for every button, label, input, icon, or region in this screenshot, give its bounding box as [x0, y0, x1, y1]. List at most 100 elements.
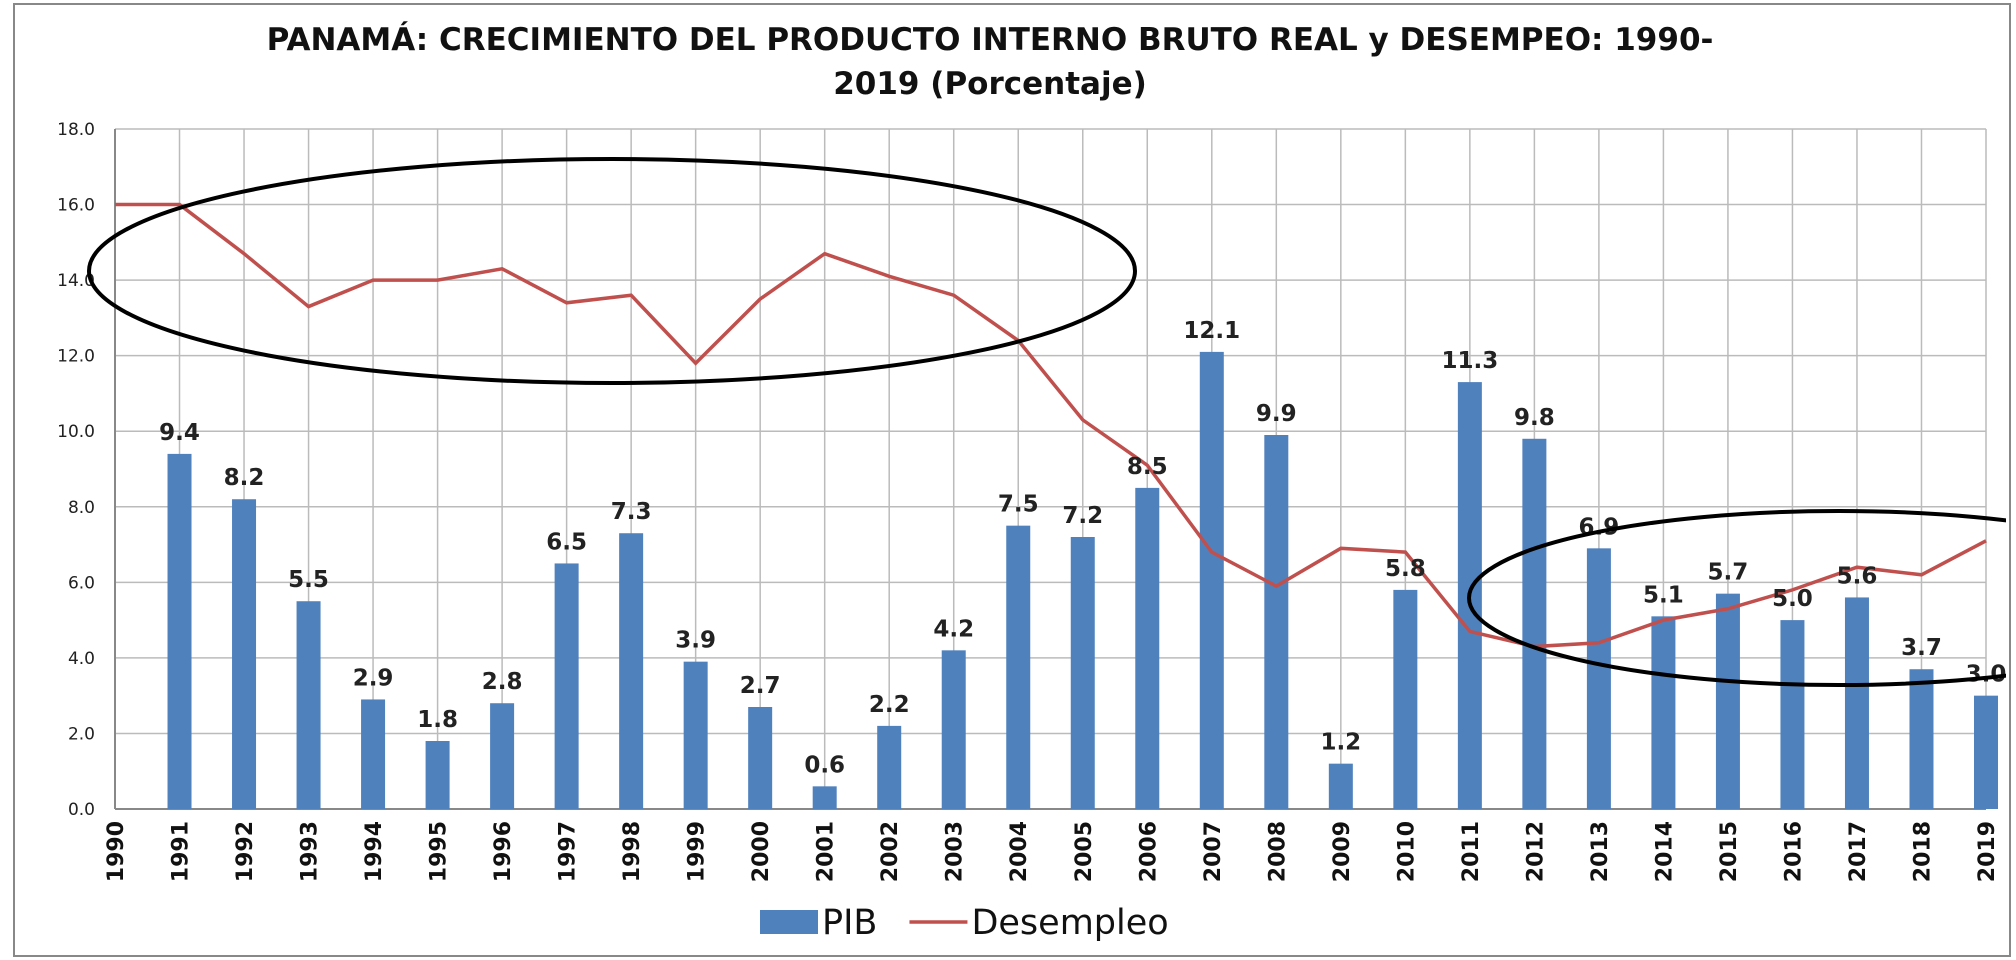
bar: [1328, 763, 1353, 809]
data-label: 5.7: [1708, 560, 1749, 586]
x-tick-label: 1995: [427, 821, 452, 882]
data-label: 4.2: [933, 616, 974, 642]
x-tick-label: 1993: [298, 821, 323, 882]
chart-title: PANAMÁ: CRECIMIENTO DEL PRODUCTO INTERNO…: [266, 22, 1714, 102]
bar: [1070, 537, 1095, 809]
data-label: 3.7: [1901, 635, 1942, 661]
data-label: 2.8: [482, 669, 523, 695]
x-tick-label: 2000: [749, 821, 774, 882]
x-tick-label: 2015: [1717, 821, 1742, 882]
y-tick-label: 10.0: [57, 422, 95, 442]
bar: [683, 661, 708, 809]
y-tick-label: 8.0: [68, 498, 95, 518]
annotations: [87, 157, 2006, 687]
data-label: 1.8: [417, 707, 458, 733]
x-tick-label: 1999: [685, 821, 710, 882]
bar: [1974, 695, 1998, 809]
y-tick-label: 14.0: [57, 271, 95, 291]
bar: [1135, 487, 1160, 809]
x-tick-label: 2018: [1910, 821, 1935, 882]
x-tick-label: 2017: [1846, 821, 1871, 882]
y-tick-label: 2.0: [68, 724, 95, 744]
x-tick-label: 1994: [362, 821, 387, 882]
bar: [812, 786, 837, 809]
bar: [554, 563, 579, 809]
data-label: 5.1: [1643, 582, 1684, 608]
bar: [1844, 597, 1869, 809]
bar: [1199, 351, 1224, 809]
bar: [877, 725, 902, 809]
bar: [1586, 548, 1611, 809]
x-tick-label: 2013: [1588, 821, 1613, 882]
bar: [296, 601, 321, 809]
data-label: 9.9: [1256, 401, 1297, 427]
data-label: 1.2: [1320, 730, 1361, 756]
x-tick-label: 2001: [814, 821, 839, 882]
bar: [1651, 616, 1676, 809]
x-tick-label: 2006: [1136, 821, 1161, 882]
x-tick-label: 1998: [620, 821, 645, 882]
x-tick-label: 2005: [1072, 821, 1097, 882]
line: [115, 202, 1987, 649]
legend-label: PIB: [822, 903, 877, 943]
data-label: 7.3: [611, 499, 652, 525]
x-tick-label: 2014: [1652, 821, 1677, 882]
x-tick-label: 2016: [1781, 821, 1806, 882]
annotation-ellipse: [1467, 509, 2006, 687]
x-tick-label: 2019: [1975, 821, 2000, 882]
data-label: 8.5: [1127, 454, 1168, 480]
data-label: 8.2: [224, 465, 265, 491]
y-tick-label: 6.0: [68, 573, 95, 593]
data-label: 5.5: [288, 567, 329, 593]
data-label: 9.4: [159, 420, 200, 446]
labels: 0.0 2.0 4.0 6.0 8.0 10.0 12.0 14.0 16.0 18.0 1990 1…: [57, 120, 2006, 882]
bar: [1780, 620, 1805, 809]
data-label: 0.6: [804, 752, 845, 778]
bar: [1393, 589, 1418, 809]
bar: [1715, 593, 1740, 809]
data-label: 2.9: [353, 665, 394, 691]
x-tick-label: 2008: [1265, 821, 1290, 882]
data-label: 12.1: [1183, 318, 1240, 344]
data-label: 5.0: [1772, 586, 1813, 612]
bar: [619, 533, 644, 809]
bar: [748, 707, 773, 809]
bar: [1909, 669, 1934, 809]
x-tick-label: 2002: [878, 821, 903, 882]
x-tick-label: 2007: [1201, 821, 1226, 882]
legend-swatch: [760, 910, 818, 934]
bar: [1264, 435, 1289, 809]
x-tick-label: 2003: [943, 821, 968, 882]
y-tick-label: 0.0: [68, 800, 95, 820]
bar: [167, 453, 192, 809]
y-tick-label: 16.0: [57, 196, 95, 216]
data-label: 5.6: [1837, 563, 1878, 589]
bar: [1522, 438, 1547, 809]
bar: [1006, 525, 1031, 809]
x-tick-label: 2010: [1394, 821, 1419, 882]
x-tick-label: 2004: [1007, 821, 1032, 882]
data-label: 9.8: [1514, 405, 1555, 431]
marks: [115, 202, 1998, 809]
x-tick-label: 1991: [169, 821, 194, 882]
x-tick-label: 1992: [233, 821, 258, 882]
chart-frame: [13, 3, 2011, 957]
y-tick-label: 18.0: [57, 120, 95, 140]
data-label: 2.2: [869, 692, 910, 718]
data-label: 7.2: [1062, 503, 1103, 529]
x-tick-label: 2012: [1523, 821, 1548, 882]
bar: [361, 699, 386, 809]
data-label: 2.7: [740, 673, 781, 699]
data-label: 6.5: [546, 529, 587, 555]
y-tick-label: 4.0: [68, 649, 95, 669]
data-label: 3.9: [675, 628, 716, 654]
x-tick-label: 2011: [1459, 821, 1484, 882]
x-tick-label: 1990: [104, 821, 129, 882]
x-tick-label: 1997: [556, 821, 581, 882]
x-tick-label: 1996: [491, 821, 516, 882]
x-tick-label: 2009: [1330, 821, 1355, 882]
bar: [232, 499, 257, 809]
grid: [114, 128, 1987, 810]
